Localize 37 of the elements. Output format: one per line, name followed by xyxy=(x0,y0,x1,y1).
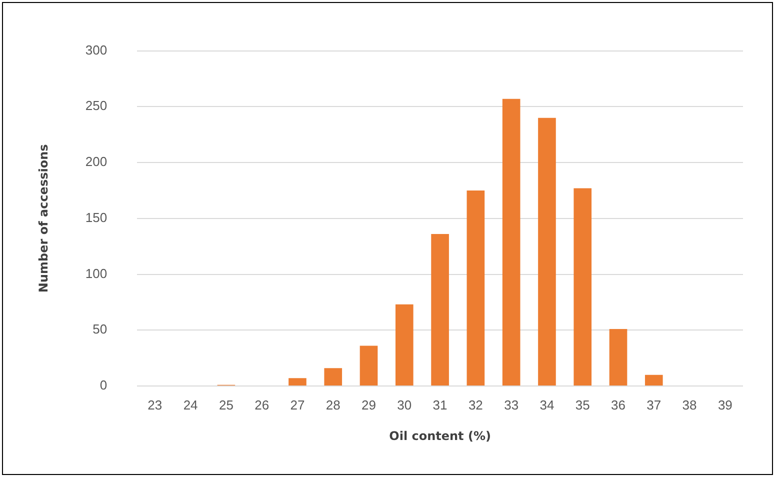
bar xyxy=(360,346,378,386)
x-tick-label: 36 xyxy=(611,397,626,412)
x-tick-label: 32 xyxy=(468,397,483,412)
bar xyxy=(502,98,520,386)
bar xyxy=(288,378,306,386)
x-tick-label: 24 xyxy=(183,397,198,412)
x-tick-label: 37 xyxy=(646,397,662,412)
x-tick-label: 33 xyxy=(504,397,519,412)
x-tick-label: 38 xyxy=(682,397,697,412)
y-axis-title: Number of accessions xyxy=(36,144,50,293)
x-tick-label: 31 xyxy=(432,397,448,412)
x-tick-label: 27 xyxy=(290,397,305,412)
bar xyxy=(538,118,556,386)
x-tick-label: 30 xyxy=(397,397,412,412)
bar xyxy=(466,190,485,386)
x-tick-label: 35 xyxy=(575,397,590,412)
x-tick-label: 34 xyxy=(540,397,554,412)
bar xyxy=(395,304,414,386)
x-axis-title: Oil content (%) xyxy=(389,428,491,443)
y-tick-label: 100 xyxy=(85,266,108,281)
bar xyxy=(324,368,342,386)
y-tick-label: 200 xyxy=(85,154,108,170)
bar xyxy=(431,234,449,386)
y-tick-label: 150 xyxy=(85,210,108,225)
y-tick-label: 300 xyxy=(85,42,108,58)
y-tick-label: 0 xyxy=(100,378,108,393)
x-tick-label: 29 xyxy=(362,397,376,412)
x-tick-label: 23 xyxy=(148,397,162,412)
bar xyxy=(609,329,628,386)
y-tick-label: 50 xyxy=(92,322,108,337)
bar xyxy=(644,374,663,386)
bar xyxy=(574,188,592,386)
y-tick-label: 250 xyxy=(85,98,108,114)
x-tick-label: 28 xyxy=(326,397,340,412)
x-tick-label: 39 xyxy=(718,397,732,412)
x-tick-label: 25 xyxy=(218,397,234,412)
x-tick-label: 26 xyxy=(254,397,270,412)
